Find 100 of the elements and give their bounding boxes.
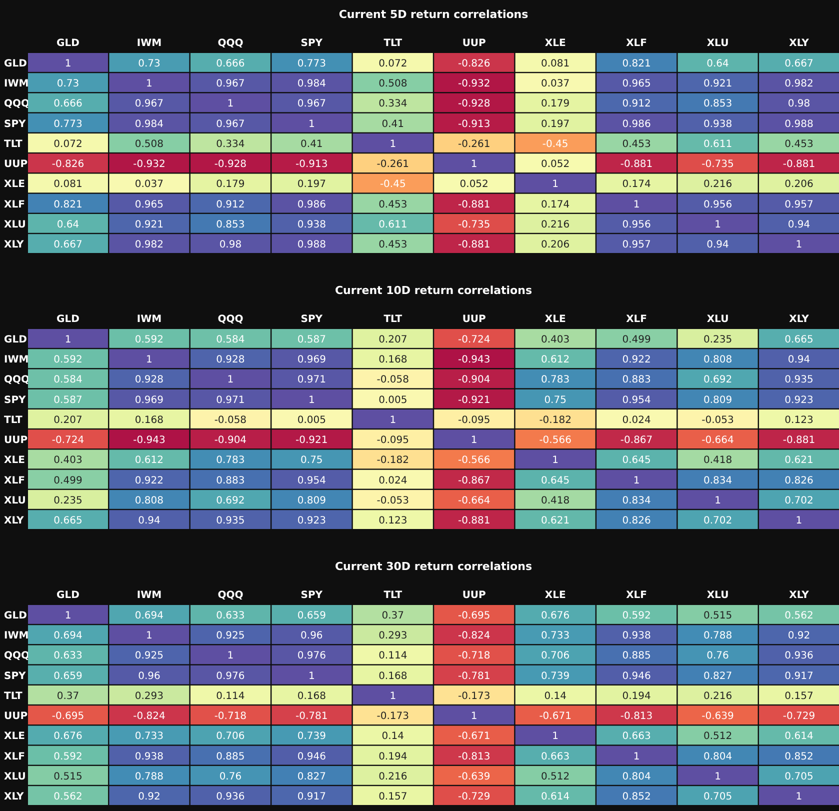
x-tick-label: TLT xyxy=(384,590,402,601)
data-label: 0.207 xyxy=(54,414,82,426)
data-label: 0.645 xyxy=(622,455,651,466)
data-label: 0.37 xyxy=(56,690,80,702)
data-label: 0.293 xyxy=(134,690,164,702)
data-label: 0.072 xyxy=(54,138,82,150)
data-label: 0.986 xyxy=(622,118,651,130)
data-label: 0.168 xyxy=(134,414,164,426)
data-label: 0.938 xyxy=(134,751,164,762)
data-label: 0.969 xyxy=(297,354,326,366)
data-label: 0.809 xyxy=(703,394,732,406)
data-label: -0.813 xyxy=(458,751,490,762)
data-label: -0.058 xyxy=(214,414,247,426)
data-label: 0.157 xyxy=(378,792,408,803)
y-tick-label: XLF xyxy=(4,751,25,762)
data-label: -0.695 xyxy=(52,711,84,722)
data-label: 0.788 xyxy=(134,771,164,782)
data-label: -0.058 xyxy=(376,374,410,386)
data-label: 0.938 xyxy=(622,630,651,642)
data-label: -0.813 xyxy=(620,711,653,722)
x-tick-label: GLD xyxy=(56,314,80,325)
data-label: 0.453 xyxy=(622,138,651,150)
data-label: 0.94 xyxy=(788,354,810,366)
x-tick-label: XLU xyxy=(706,314,729,325)
data-label: 1 xyxy=(64,58,72,70)
data-label: 0.967 xyxy=(297,98,326,110)
data-label: -0.928 xyxy=(458,98,490,110)
data-label: 0.808 xyxy=(703,354,732,366)
data-label: 0.967 xyxy=(134,98,164,110)
data-label: 0.694 xyxy=(54,630,82,642)
data-label: 0.965 xyxy=(134,199,164,210)
y-tick-label: QQQ xyxy=(4,98,30,110)
data-label: 0.853 xyxy=(703,98,732,110)
data-label: -0.881 xyxy=(782,435,816,446)
data-label: 0.702 xyxy=(703,516,732,527)
data-label: 0.081 xyxy=(541,58,570,70)
x-tick-label: IWM xyxy=(136,314,162,325)
data-label: 0.783 xyxy=(216,455,245,466)
data-label: -0.724 xyxy=(458,334,490,346)
data-label: 0.667 xyxy=(54,240,82,251)
data-label: 0.659 xyxy=(54,670,82,682)
data-label: -0.671 xyxy=(539,711,572,722)
data-label: 0.403 xyxy=(54,455,82,466)
data-label: 0.923 xyxy=(297,516,326,527)
data-label: -0.182 xyxy=(376,455,410,466)
data-label: 0.499 xyxy=(622,334,651,346)
data-label: 0.123 xyxy=(378,516,408,527)
data-label: -0.718 xyxy=(214,711,247,722)
data-label: -0.095 xyxy=(376,435,410,446)
data-label: -0.824 xyxy=(133,711,166,722)
data-label: 0.969 xyxy=(134,394,164,406)
data-label: 1 xyxy=(470,159,478,170)
data-label: 0.621 xyxy=(784,455,814,466)
data-label: 1 xyxy=(552,179,559,190)
data-label: 0.923 xyxy=(784,394,814,406)
data-label: 0.705 xyxy=(784,771,814,782)
data-label: 0.587 xyxy=(54,394,82,406)
data-label: 0.194 xyxy=(378,751,408,762)
y-tick-label: SPY xyxy=(4,670,27,682)
data-label: -0.826 xyxy=(458,58,490,70)
data-label: 1 xyxy=(714,771,721,782)
data-label: 0.584 xyxy=(216,334,245,346)
data-label: 0.75 xyxy=(300,455,323,466)
data-label: 1 xyxy=(633,199,640,210)
data-label: 1 xyxy=(796,240,802,251)
data-label: 1 xyxy=(308,394,315,406)
y-tick-label: IWM xyxy=(4,78,29,90)
data-label: 0.733 xyxy=(134,731,164,742)
data-label: -0.671 xyxy=(458,731,490,742)
data-label: 1 xyxy=(390,690,396,702)
data-label: 0.663 xyxy=(622,731,651,742)
data-label: 0.96 xyxy=(138,670,160,682)
data-label: -0.724 xyxy=(52,435,84,446)
data-label: 0.922 xyxy=(134,475,164,486)
data-label: 1 xyxy=(470,711,478,722)
y-tick-label: IWM xyxy=(4,354,29,366)
data-label: -0.182 xyxy=(539,414,572,426)
data-label: -0.904 xyxy=(214,435,247,446)
data-label: 0.94 xyxy=(788,219,810,230)
data-label: 0.499 xyxy=(54,475,82,486)
data-label: 0.216 xyxy=(703,690,732,702)
data-label: 0.005 xyxy=(297,414,326,426)
data-label: 0.986 xyxy=(297,199,326,210)
data-label: 0.739 xyxy=(297,731,326,742)
data-label: 0.935 xyxy=(216,516,245,527)
y-tick-label: XLU xyxy=(4,219,26,230)
data-label: 0.41 xyxy=(382,118,404,130)
y-tick-label: UUP xyxy=(4,711,28,722)
data-label: 0.852 xyxy=(622,792,651,803)
y-tick-label: XLU xyxy=(4,771,26,782)
x-tick-label: XLF xyxy=(626,38,648,49)
x-tick-label: TLT xyxy=(384,38,402,49)
data-label: 0.037 xyxy=(134,179,164,190)
data-label: 0.508 xyxy=(134,138,164,150)
y-tick-label: TLT xyxy=(4,690,23,702)
data-label: 1 xyxy=(227,374,234,386)
x-tick-label: QQQ xyxy=(218,314,244,325)
data-label: -0.921 xyxy=(296,435,328,446)
data-label: 0.207 xyxy=(378,334,408,346)
x-tick-label: XLF xyxy=(626,314,648,325)
